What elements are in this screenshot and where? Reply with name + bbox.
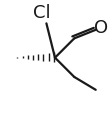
Text: Cl: Cl [33, 4, 51, 21]
Text: O: O [94, 18, 108, 36]
